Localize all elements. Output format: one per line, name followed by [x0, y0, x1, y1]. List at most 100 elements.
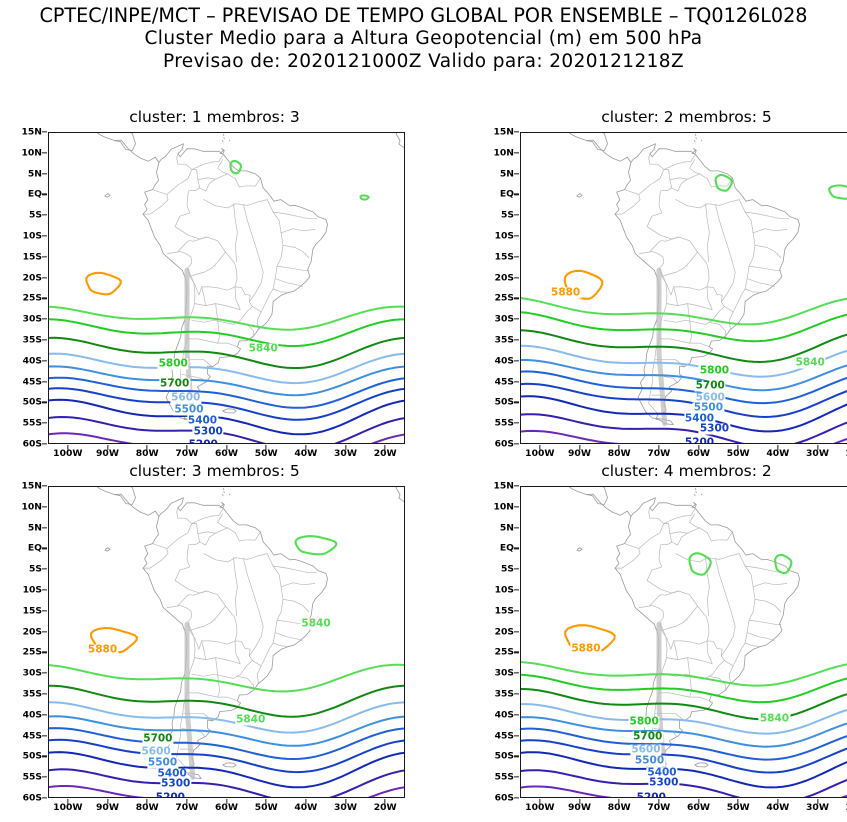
y-tick-mark: [514, 673, 519, 674]
contour-label: 5200: [188, 440, 219, 445]
country-border-line: [707, 200, 739, 206]
x-tick-mark: [738, 799, 739, 804]
country-border-line: [749, 620, 781, 624]
contour-closed-5840: [296, 536, 337, 554]
contour-label: 5840: [759, 714, 790, 725]
contour-line-5700: [49, 338, 405, 368]
contour-line-5400: [49, 728, 405, 759]
panel-1-map-svg: [49, 133, 405, 444]
x-tick-mark: [698, 799, 699, 804]
contour-label: 5300: [193, 426, 224, 437]
country-border-line: [639, 524, 672, 549]
contour-label: 5300: [648, 778, 679, 789]
country-border-line: [667, 658, 713, 664]
contour-closed-5880: [86, 273, 121, 294]
coastline: [694, 141, 695, 142]
y-tick-label: 20S: [23, 626, 42, 637]
coastline: [222, 141, 223, 142]
y-tick-label: 5N: [500, 168, 514, 179]
contour-line-5600: [521, 704, 847, 734]
x-tick-mark: [266, 445, 267, 450]
y-tick-label: 15N: [22, 481, 42, 492]
y-tick-mark: [42, 569, 47, 570]
x-tick-mark: [67, 445, 68, 450]
contour-line-5100: [49, 769, 405, 798]
x-tick-mark: [698, 445, 699, 450]
y-tick-mark: [42, 256, 47, 257]
x-tick-mark: [738, 445, 739, 450]
y-tick-mark: [514, 735, 519, 736]
y-tick-label: 40S: [495, 709, 514, 720]
country-border-line: [660, 693, 710, 701]
y-tick-label: 10S: [495, 231, 514, 242]
contour-closed-5840: [230, 161, 241, 173]
y-tick-label: 5N: [28, 168, 42, 179]
coastline: [222, 495, 223, 496]
country-border-line: [725, 307, 734, 312]
y-tick-label: 40S: [23, 709, 42, 720]
y-tick-label: 45S: [495, 730, 514, 741]
contour-line-5700: [521, 689, 847, 719]
coastline: [223, 488, 224, 489]
panel-3-map-svg: [49, 487, 405, 798]
y-tick-label: 5S: [29, 210, 42, 221]
y-tick-mark: [42, 131, 47, 132]
y-tick-mark: [42, 673, 47, 674]
y-tick-label: 10N: [22, 147, 42, 158]
country-border-line: [178, 237, 207, 252]
country-border-line: [709, 322, 726, 336]
contour-line-5840: [49, 307, 405, 330]
contour-line-5000: [49, 786, 405, 798]
country-border-line: [670, 178, 688, 180]
y-tick-mark: [514, 215, 519, 216]
x-tick-mark: [186, 445, 187, 450]
y-tick-mark: [514, 298, 519, 299]
x-tick-mark: [777, 799, 778, 804]
country-border-line: [715, 205, 735, 302]
contour-closed-5840: [775, 555, 791, 573]
country-border-line: [281, 583, 315, 587]
y-tick-mark: [42, 589, 47, 590]
coastline: [223, 409, 237, 413]
y-tick-label: 40S: [23, 355, 42, 366]
header-line-3: Previsao de: 2020121000Z Valido para: 20…: [0, 50, 847, 73]
country-border-line: [277, 266, 309, 270]
y-tick-mark: [514, 339, 519, 340]
coastline: [695, 134, 696, 135]
country-border-line: [273, 566, 317, 572]
country-border-line: [674, 641, 678, 660]
y-tick-label: 35S: [495, 689, 514, 700]
y-tick-mark: [42, 527, 47, 528]
x-tick-mark: [345, 445, 346, 450]
country-border-line: [662, 606, 698, 631]
country-border-line: [281, 229, 315, 233]
x-tick-mark: [385, 799, 386, 804]
y-tick-mark: [42, 714, 47, 715]
y-tick-mark: [42, 506, 47, 507]
y-tick-label: 60S: [495, 439, 514, 450]
panel-4-map-svg: [521, 487, 847, 798]
y-tick-label: 60S: [23, 439, 42, 450]
y-tick-mark: [514, 152, 519, 153]
y-tick-label: 10S: [23, 585, 42, 596]
country-border-line: [228, 174, 261, 187]
coastline: [105, 548, 110, 551]
country-border-line: [690, 160, 700, 174]
coastline: [521, 487, 631, 517]
x-tick-mark: [777, 445, 778, 450]
country-border-line: [273, 643, 287, 646]
coastline: [396, 133, 401, 134]
x-tick-mark: [385, 445, 386, 450]
y-tick-mark: [514, 131, 519, 132]
y-tick-label: 15S: [23, 251, 42, 262]
country-border-line: [243, 559, 263, 656]
y-tick-label: 35S: [23, 335, 42, 346]
country-border-line: [745, 643, 759, 646]
country-border-line: [195, 658, 241, 664]
contour-label: 5200: [684, 438, 715, 444]
